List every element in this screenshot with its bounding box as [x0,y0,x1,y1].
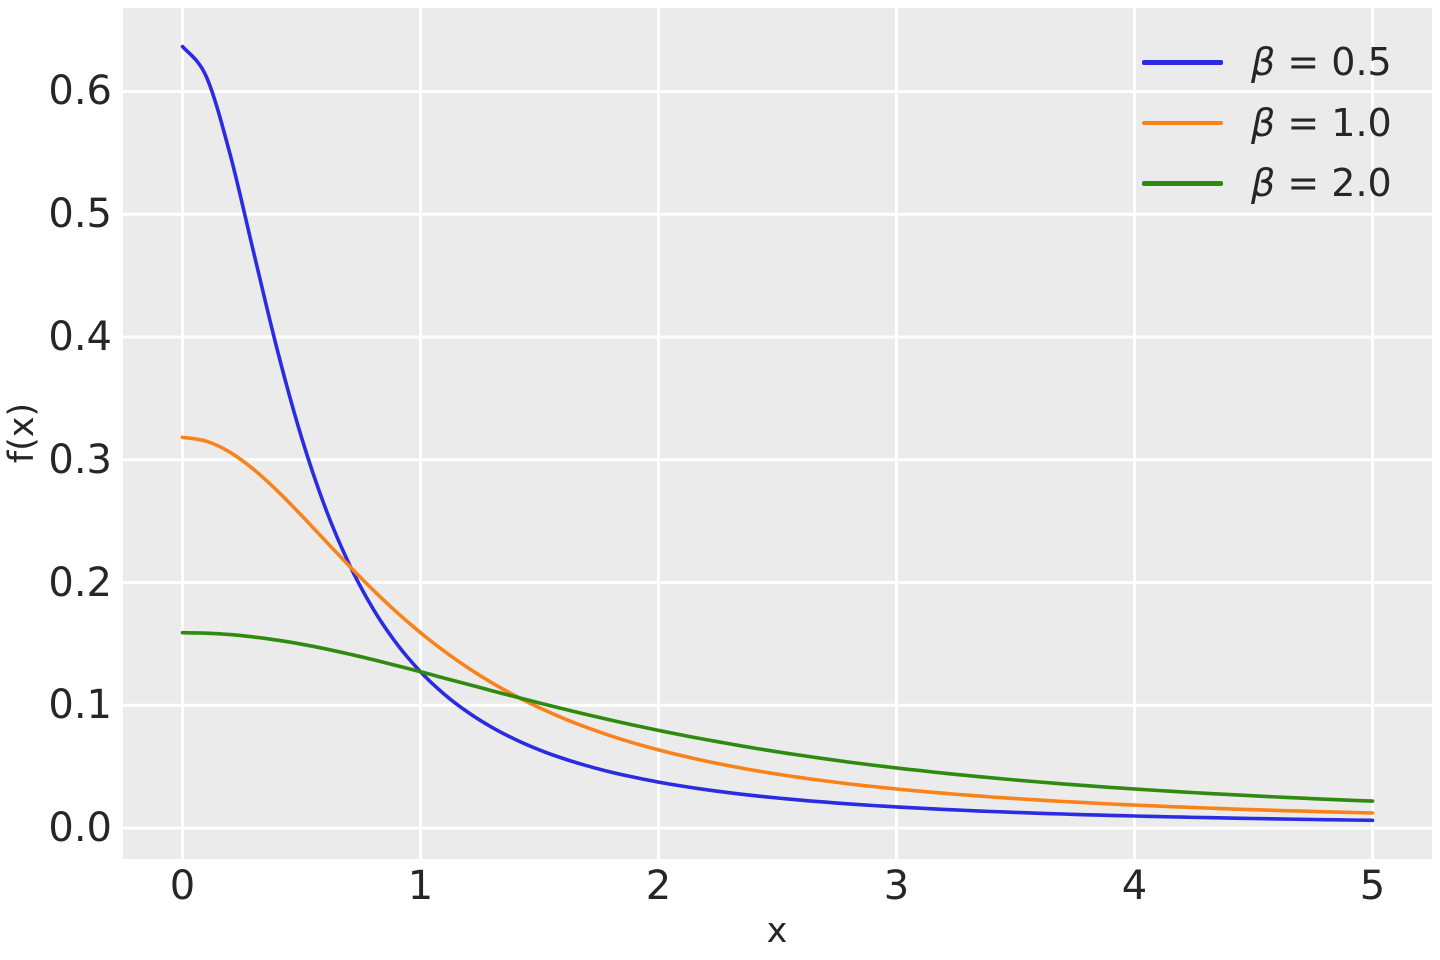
plot-background [123,8,1432,859]
y-tick-label: 0.0 [48,805,112,852]
y-tick-label: 0.5 [48,191,112,238]
y-tick-label: 0.4 [48,314,112,360]
legend-item: β = 0.5 [1142,32,1392,93]
x-tick-label: 2 [645,863,672,909]
legend-line-beta-1.0 [1142,120,1223,125]
legend-line-beta-2.0 [1142,181,1223,186]
legend-label: β = 0.5 [1251,40,1392,85]
legend-item: β = 2.0 [1142,153,1392,214]
y-tick-label: 0.3 [48,436,112,483]
legend-line-beta-0.5 [1142,60,1223,65]
legend-label: β = 2.0 [1251,161,1392,206]
x-axis-label: x [766,911,788,951]
x-tick-label: 1 [407,863,434,909]
legend-label: β = 1.0 [1251,100,1392,145]
x-tick-label: 3 [883,863,910,909]
x-tick-label: 5 [1359,863,1386,909]
legend-item: β = 1.0 [1142,93,1392,154]
x-tick-label: 0 [169,863,196,909]
y-tick-label: 0.2 [48,559,112,606]
y-axis-label: f(x) [2,402,42,464]
series-line-1 [180,435,1375,815]
series-line-0 [180,44,1375,823]
y-tick-label: 0.1 [48,682,112,729]
y-tick-label: 0.6 [48,68,112,115]
x-tick-label: 4 [1121,863,1148,909]
legend: β = 0.5 β = 1.0 β = 2.0 [1142,32,1392,214]
series-line-2 [180,630,1375,803]
